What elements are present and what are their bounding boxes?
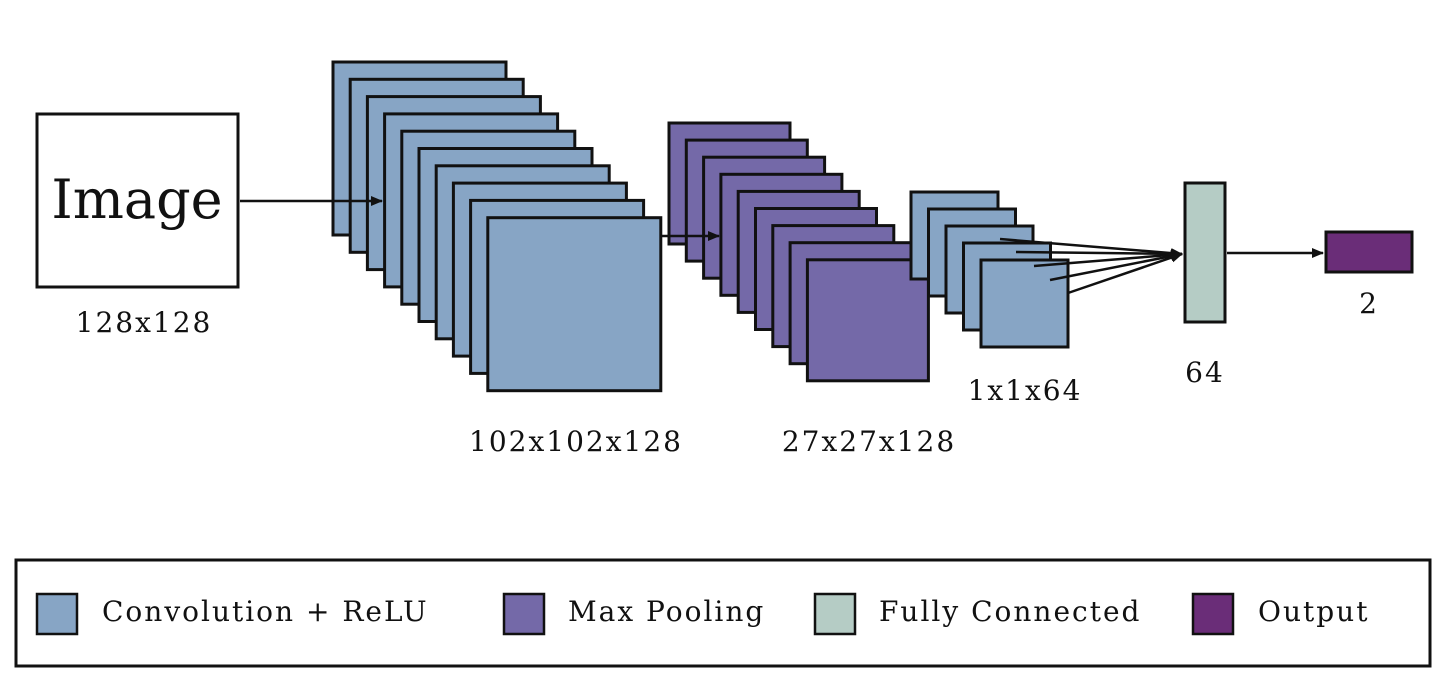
legend-item-fc: Fully Connected <box>813 592 1141 636</box>
legend-item-conv: Convolution + ReLU <box>35 592 429 636</box>
fully-connected-layer <box>1183 181 1227 324</box>
legend-swatch-pool <box>502 592 546 636</box>
pool1-map-9 <box>805 258 930 383</box>
conv1-feature-maps <box>331 60 663 393</box>
legend-label-fc: Fully Connected <box>879 595 1141 628</box>
input-image-node: Image <box>35 112 240 289</box>
legend-swatch-output <box>1191 592 1235 636</box>
output-layer <box>1324 230 1414 274</box>
conv1-map-10 <box>486 216 663 393</box>
legend-swatch-fc <box>813 592 857 636</box>
conv2-map-5 <box>979 258 1070 349</box>
legend-label-pool: Max Pooling <box>568 595 765 628</box>
pool1-size-label: 27x27x128 <box>782 425 956 458</box>
arrow-conv2-to-fc-5 <box>1067 252 1183 295</box>
input-size-label: 128x128 <box>76 306 213 339</box>
arrow-conv2-to-fc-2 <box>1015 248 1183 259</box>
legend-swatch-conv <box>35 592 79 636</box>
conv2-size-label: 1x1x64 <box>968 374 1083 407</box>
conv1-size-label: 102x102x128 <box>469 425 683 458</box>
fc-size-label: 64 <box>1185 356 1225 389</box>
legend: Convolution + ReLU Max Pooling Fully Con… <box>14 558 1432 668</box>
legend-label-conv: Convolution + ReLU <box>102 595 429 628</box>
arrow-conv2-to-fc-4 <box>1049 251 1183 282</box>
conv2-feature-maps <box>909 190 1070 349</box>
legend-item-pool: Max Pooling <box>502 592 765 636</box>
legend-label-output: Output <box>1258 595 1369 628</box>
legend-item-output: Output <box>1191 592 1369 636</box>
arrow-conv2-to-fc-3 <box>1033 249 1183 268</box>
input-image-label: Image <box>51 168 222 231</box>
pool1-feature-maps <box>667 121 930 383</box>
arrow-conv2-to-fc-1 <box>999 237 1183 259</box>
connection-arrows <box>240 196 1324 295</box>
output-size-label: 2 <box>1359 287 1379 320</box>
